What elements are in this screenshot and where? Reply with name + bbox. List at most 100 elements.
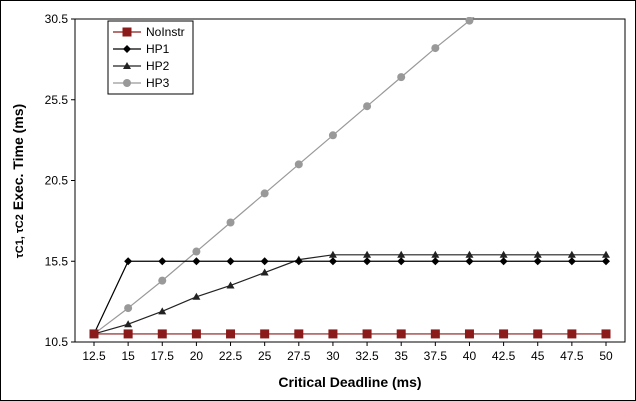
data-point-noinstr [260, 329, 270, 339]
data-point-hp2 [328, 250, 337, 258]
y-axis-title: τC1, τC2 Exec. Time (ms) [10, 104, 26, 258]
series-hp2 [90, 250, 610, 337]
data-point-hp1 [328, 257, 337, 266]
data-point-hp3 [363, 102, 372, 111]
data-point-noinstr [464, 329, 474, 339]
x-tick-label: 40 [463, 349, 477, 363]
data-point-noinstr [157, 329, 167, 339]
data-point-hp2 [363, 250, 372, 258]
data-point-noinstr [499, 329, 509, 339]
legend-label-hp1: HP1 [146, 42, 170, 56]
series-line-hp2 [93, 254, 606, 335]
y-tick-label: 30.5 [45, 12, 69, 26]
data-point-hp2 [158, 307, 167, 315]
data-point-noinstr [567, 329, 577, 339]
data-point-hp2 [602, 250, 610, 258]
data-point-hp1 [192, 257, 201, 266]
data-point-hp1 [602, 257, 610, 266]
x-tick-label: 22.5 [219, 349, 243, 363]
series-line-hp3 [93, 17, 475, 335]
data-point-hp3 [431, 44, 440, 53]
data-point-noinstr [123, 329, 133, 339]
x-tick-label: 45 [531, 349, 545, 363]
data-point-hp2 [124, 320, 133, 328]
data-point-noinstr [362, 329, 372, 339]
x-axis-ticks: 12.5 15 17.5 20 22.5 25 27.5 30 32.5 35 37.5 40 42.5… [82, 342, 613, 363]
y-tick-label: 25.5 [45, 93, 69, 107]
legend-item-noinstr: NoInstr [113, 25, 185, 39]
data-point-hp1 [363, 257, 372, 266]
data-point-hp1 [260, 257, 269, 266]
x-tick-label: 17.5 [151, 349, 175, 363]
legend-marker-noinstr [122, 27, 132, 37]
data-point-hp1 [397, 257, 406, 266]
data-point-hp1 [431, 257, 440, 266]
x-tick-label: 37.5 [424, 349, 448, 363]
series-noinstr [89, 329, 611, 339]
data-point-hp2 [533, 250, 542, 258]
series-layer [89, 17, 611, 339]
x-tick-label: 27.5 [287, 349, 311, 363]
data-point-hp1 [124, 257, 133, 266]
y-axis-ticks: 10.5 15.5 20.5 25.5 30.5 [45, 12, 75, 349]
data-point-noinstr [328, 329, 338, 339]
data-point-noinstr [533, 329, 543, 339]
data-point-noinstr [396, 329, 406, 339]
x-tick-label: 25 [258, 349, 272, 363]
x-tick-label: 20 [190, 349, 204, 363]
legend-box [107, 20, 194, 95]
legend-marker-hp3 [123, 79, 131, 87]
data-point-hp3 [328, 131, 337, 140]
data-point-noinstr [226, 329, 236, 339]
data-point-noinstr [294, 329, 304, 339]
series-line-hp1 [93, 260, 606, 335]
data-point-noinstr [601, 329, 611, 339]
x-tick-label: 30 [326, 349, 340, 363]
data-point-hp2 [192, 292, 201, 300]
data-point-hp2 [226, 281, 235, 289]
legend-label-noinstr: NoInstr [146, 25, 185, 39]
legend: NoInstr HP1 HP2 HP3 [107, 20, 194, 95]
series-hp3 [90, 17, 475, 338]
data-point-hp1 [567, 257, 576, 266]
y-axis-title-main: Exec. Time (ms) [10, 104, 26, 210]
data-point-noinstr [191, 329, 201, 339]
data-point-hp1 [533, 257, 542, 266]
x-tick-label: 12.5 [82, 349, 106, 363]
y-tick-label: 20.5 [45, 174, 69, 188]
data-point-hp3 [397, 73, 406, 82]
data-point-hp3 [158, 276, 167, 285]
y-axis-title-taus: τC1, τC2 [14, 214, 26, 258]
x-tick-label: 42.5 [492, 349, 516, 363]
legend-label-hp2: HP2 [146, 59, 170, 73]
legend-item-hp1: HP1 [113, 42, 170, 56]
data-point-hp3 [260, 189, 269, 198]
legend-item-hp3: HP3 [113, 76, 170, 90]
data-point-noinstr [89, 329, 99, 339]
data-point-hp3 [226, 218, 235, 227]
data-point-hp3 [124, 304, 133, 313]
legend-label-hp3: HP3 [146, 76, 170, 90]
x-tick-label: 32.5 [355, 349, 379, 363]
data-point-hp3 [192, 247, 201, 256]
data-point-hp1 [294, 257, 303, 266]
data-point-hp1 [499, 257, 508, 266]
data-point-hp2 [499, 250, 508, 258]
data-point-hp2 [465, 250, 474, 258]
y-tick-label: 10.5 [45, 335, 69, 349]
data-point-hp1 [158, 257, 167, 266]
legend-item-hp2: HP2 [113, 59, 170, 73]
data-point-hp3 [465, 17, 474, 25]
x-tick-label: 35 [395, 349, 409, 363]
data-point-hp2 [431, 250, 440, 258]
data-point-hp2 [567, 250, 576, 258]
data-point-hp1 [226, 257, 235, 266]
data-point-hp1 [465, 257, 474, 266]
data-point-hp2 [260, 268, 269, 276]
x-tick-label: 50 [599, 349, 613, 363]
data-point-hp3 [294, 160, 303, 169]
data-point-hp2 [397, 250, 406, 258]
x-tick-label: 47.5 [560, 349, 584, 363]
